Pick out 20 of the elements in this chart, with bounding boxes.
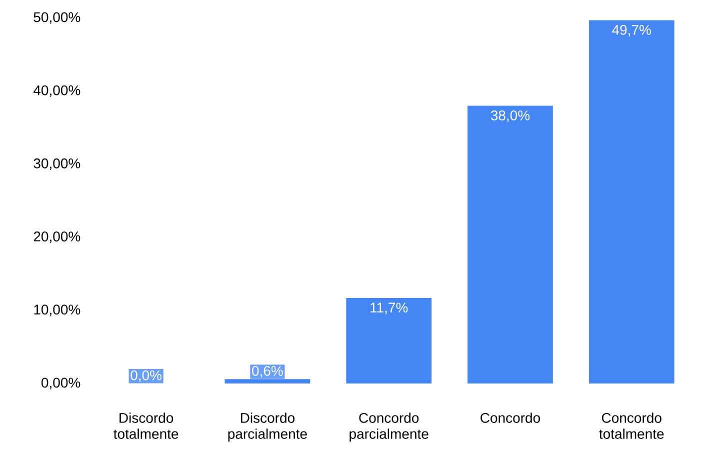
y-tick-label: 30,00% xyxy=(34,158,80,170)
y-tick-label: 50,00% xyxy=(34,12,80,24)
x-tick-label: Discordo parcialmente xyxy=(228,412,307,442)
data-label: 49,7% xyxy=(612,24,651,36)
data-label: 0,6% xyxy=(252,366,283,378)
y-tick-label: 40,00% xyxy=(33,85,80,97)
data-label: 38,0% xyxy=(490,110,530,122)
x-tick-label: Concordo xyxy=(480,412,540,423)
y-tick-label: 0,00% xyxy=(41,378,80,390)
bar xyxy=(588,20,674,384)
y-tick-label: 10,00% xyxy=(34,304,80,316)
x-tick-label: Concordo totalmente xyxy=(599,412,664,439)
x-tick-label: Discordo totalmente xyxy=(114,412,178,439)
bar xyxy=(468,106,553,384)
x-tick-label: Concordo parcialmente xyxy=(350,412,428,442)
y-tick-label: 20,00% xyxy=(34,231,80,244)
bar xyxy=(346,298,432,384)
bar xyxy=(224,379,310,384)
data-label: 0,0% xyxy=(130,370,162,382)
data-label: 11,7% xyxy=(370,302,408,314)
